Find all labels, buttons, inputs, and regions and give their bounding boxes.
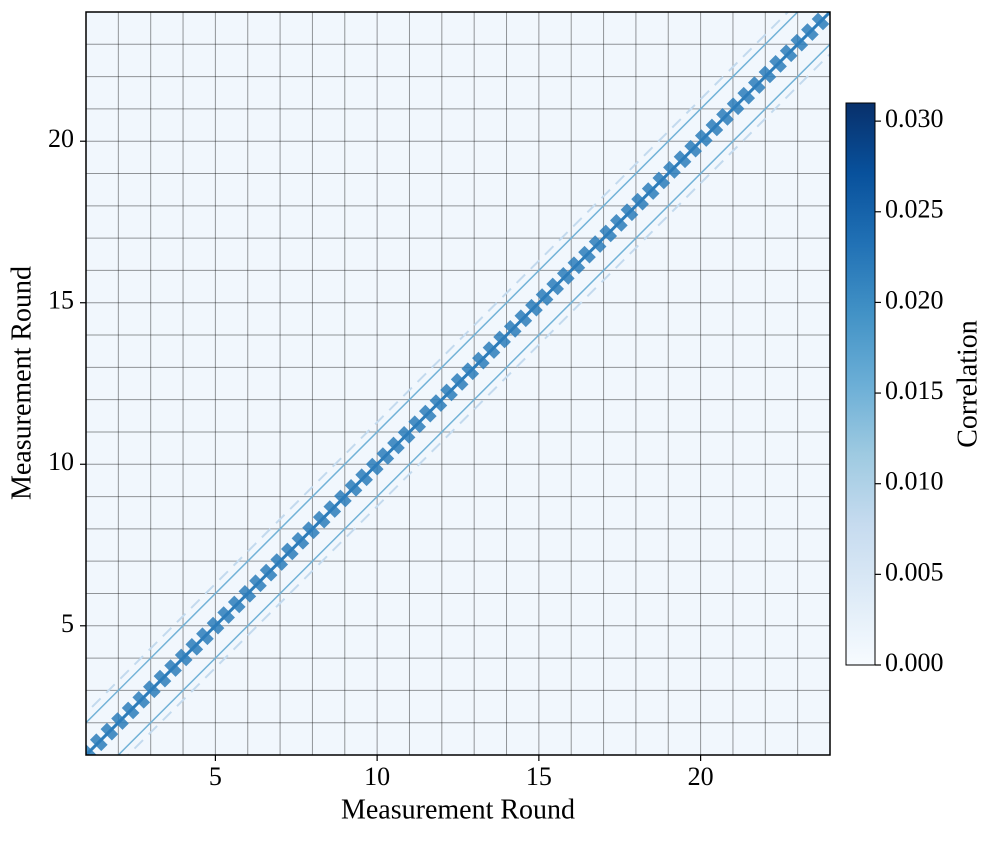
diagonal-band [86, 12, 790, 715]
plot-frame [85, 11, 831, 756]
colorbar-tick-label: 0.030 [885, 104, 944, 133]
y-tick-label: 15 [48, 286, 74, 315]
heatmap [86, 12, 830, 755]
colorbar-tick-label: 0.020 [885, 285, 944, 314]
colorbar-tick-label: 0.005 [885, 557, 944, 586]
y-tick-label: 20 [48, 124, 74, 153]
x-tick-label: 20 [688, 762, 714, 791]
x-tick-label: 5 [209, 762, 222, 791]
y-axis-label: Measurement Round [6, 266, 37, 500]
colorbar-label: Correlation [952, 320, 983, 448]
colorbar [845, 102, 876, 666]
colorbar-tick-label: 0.015 [885, 376, 944, 405]
x-tick-label: 15 [526, 762, 552, 791]
diagonal-band [86, 12, 799, 724]
x-axis-label: Measurement Round [341, 794, 575, 825]
colorbar-tick-label: 0.000 [885, 648, 944, 677]
colorbar-tick-label: 0.025 [885, 195, 944, 224]
x-tick-label: 10 [364, 762, 390, 791]
diagonal-band-core [86, 12, 830, 755]
diagonal-band [117, 43, 830, 755]
y-tick-label: 5 [61, 609, 74, 638]
y-tick-label: 10 [48, 447, 74, 476]
colorbar-tick-label: 0.010 [885, 467, 944, 496]
diagonal-band [126, 52, 830, 755]
